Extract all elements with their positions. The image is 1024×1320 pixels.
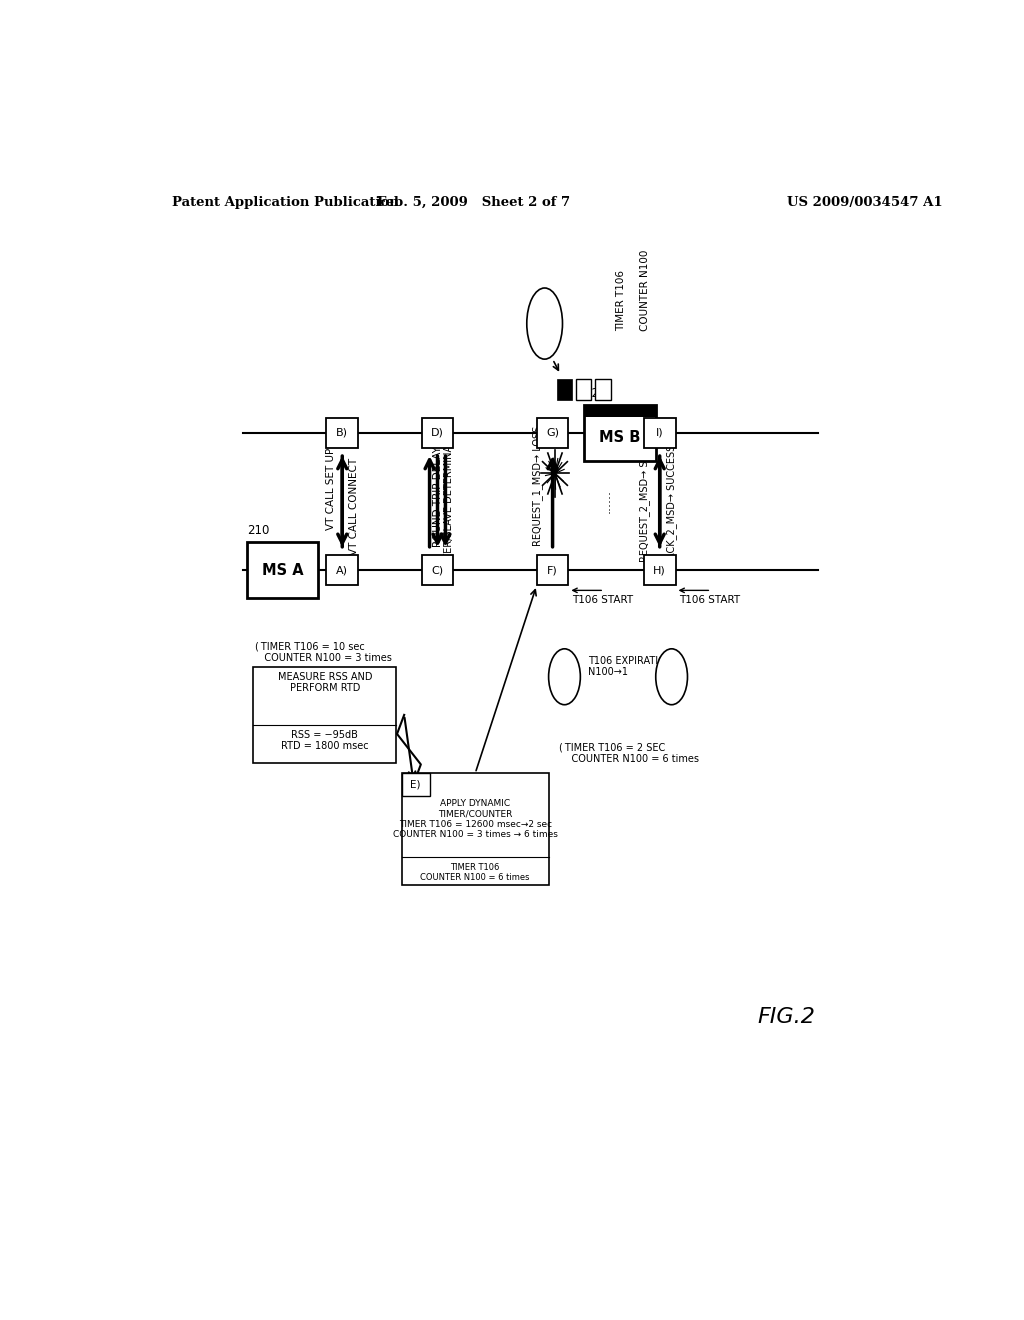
Text: T106 START: T106 START <box>572 595 634 606</box>
Text: B): B) <box>336 428 348 438</box>
Text: COUNTER N100: COUNTER N100 <box>640 249 650 331</box>
Bar <box>537 554 568 585</box>
Text: ROUND TRIP DELAY: ROUND TRIP DELAY <box>432 446 442 546</box>
Text: T106 START: T106 START <box>680 595 740 606</box>
Text: ( TIMER T106 = 2 SEC
    COUNTER N100 = 6 times: ( TIMER T106 = 2 SEC COUNTER N100 = 6 ti… <box>559 743 699 764</box>
Text: VT CALL CONNECT: VT CALL CONNECT <box>348 458 358 556</box>
Bar <box>327 554 358 585</box>
Bar <box>575 379 592 400</box>
Bar <box>401 774 430 796</box>
Text: TIMER T106
COUNTER N100 = 6 times: TIMER T106 COUNTER N100 = 6 times <box>421 863 530 882</box>
Text: MASTER/SLAVE DETERMINATION: MASTER/SLAVE DETERMINATION <box>443 422 454 581</box>
Text: D): D) <box>431 428 444 438</box>
Text: US 2009/0034547 A1: US 2009/0034547 A1 <box>786 195 942 209</box>
Text: MS A: MS A <box>262 562 303 578</box>
Bar <box>422 417 454 447</box>
Text: ......: ...... <box>600 490 612 513</box>
Bar <box>401 774 549 886</box>
Text: RSS = −95dB
RTD = 1800 msec: RSS = −95dB RTD = 1800 msec <box>281 730 369 751</box>
Text: 220: 220 <box>585 387 606 400</box>
Bar <box>537 417 568 447</box>
Text: TIMER T106: TIMER T106 <box>616 271 626 331</box>
Text: MS B: MS B <box>599 430 641 445</box>
Bar <box>595 379 610 400</box>
Text: H): H) <box>653 565 666 576</box>
Text: REQUEST_1_MSD→ LOSS: REQUEST_1_MSD→ LOSS <box>532 426 543 546</box>
Bar <box>422 554 454 585</box>
Text: A): A) <box>336 565 348 576</box>
Bar <box>585 405 655 461</box>
Bar <box>644 554 676 585</box>
Bar <box>247 543 318 598</box>
Ellipse shape <box>526 288 562 359</box>
Text: FIG.2: FIG.2 <box>758 1007 816 1027</box>
Ellipse shape <box>655 649 687 705</box>
Text: T106 EXPIRATION
N100→1: T106 EXPIRATION N100→1 <box>588 656 674 677</box>
Text: F): F) <box>547 565 558 576</box>
Text: MEASURE RSS AND
PERFORM RTD: MEASURE RSS AND PERFORM RTD <box>278 672 372 693</box>
Text: E): E) <box>411 780 421 789</box>
Text: Patent Application Publication: Patent Application Publication <box>172 195 398 209</box>
Bar <box>644 417 676 447</box>
Bar <box>253 667 396 763</box>
Text: 210: 210 <box>247 524 269 537</box>
Bar <box>557 379 572 400</box>
Text: G): G) <box>546 428 559 438</box>
Text: I): I) <box>656 428 664 438</box>
Text: C): C) <box>431 565 443 576</box>
Bar <box>585 405 655 417</box>
Text: VT CALL SET UP: VT CALL SET UP <box>326 447 336 531</box>
Text: REQUEST_2_MSD→ SUCCESS: REQUEST_2_MSD→ SUCCESS <box>639 421 650 561</box>
Text: ACK_2_MSD→ SUCCESS: ACK_2_MSD→ SUCCESS <box>666 445 677 558</box>
Text: ( TIMER T106 = 10 sec
   COUNTER N100 = 3 times: ( TIMER T106 = 10 sec COUNTER N100 = 3 t… <box>255 642 392 663</box>
Ellipse shape <box>549 649 581 705</box>
Text: APPLY DYNAMIC
TIMER/COUNTER
TIMER T106 = 12600 msec→2 sec
COUNTER N100 = 3 times: APPLY DYNAMIC TIMER/COUNTER TIMER T106 =… <box>393 799 558 840</box>
Bar <box>327 417 358 447</box>
Text: Feb. 5, 2009   Sheet 2 of 7: Feb. 5, 2009 Sheet 2 of 7 <box>377 195 569 209</box>
